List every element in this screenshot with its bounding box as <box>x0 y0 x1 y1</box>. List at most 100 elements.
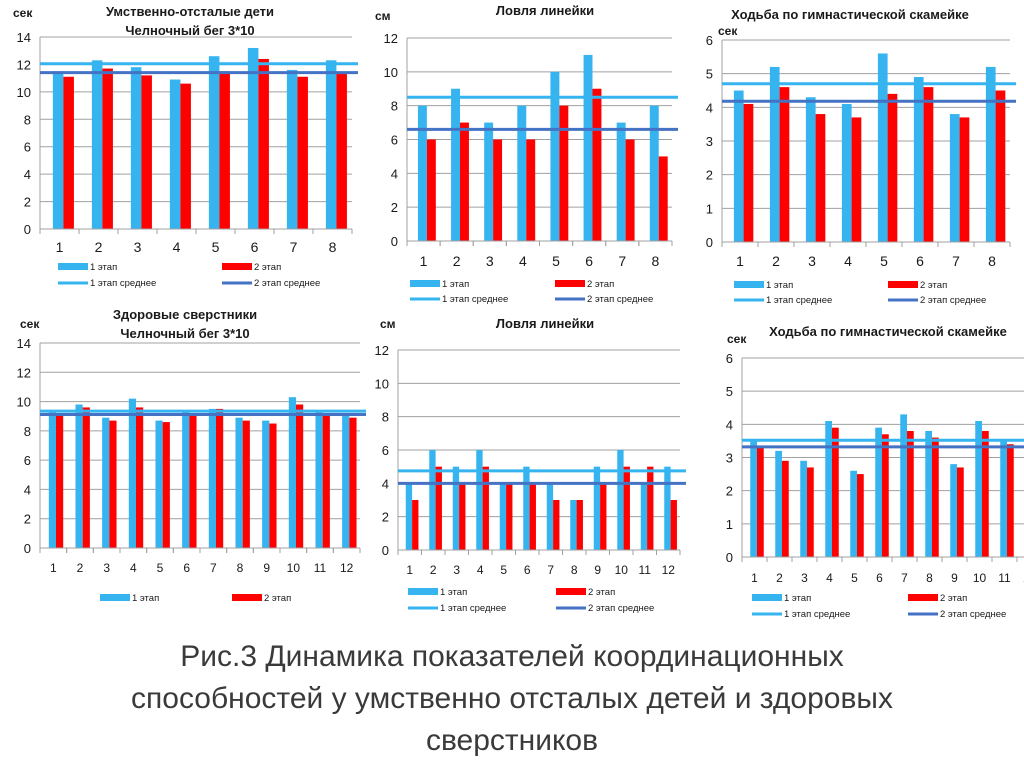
legend-mean-stage1-swatch <box>408 606 438 610</box>
y-tick-label: 6 <box>24 453 31 468</box>
bar-stage2-1 <box>63 76 74 230</box>
x-tick-label: 12 <box>340 561 354 575</box>
y-axis-unit: сек <box>13 6 33 20</box>
bar-stage1-11 <box>640 483 648 550</box>
bar-stage1-8 <box>235 417 243 548</box>
y-tick-label: 2 <box>24 512 31 527</box>
x-tick-label: 2 <box>77 561 84 575</box>
bar-stage2-12 <box>349 417 357 548</box>
bar-stage1-2 <box>75 404 83 548</box>
legend-stage1-swatch <box>734 281 764 288</box>
bar-stage1-3 <box>102 417 110 548</box>
y-tick-label: 4 <box>24 167 31 182</box>
bar-stage2-8 <box>995 90 1006 242</box>
bar-stage1-9 <box>950 464 957 557</box>
legend-stage2-label: 2 этап <box>264 593 291 604</box>
bar-stage2-9 <box>600 483 607 550</box>
x-tick-label: 4 <box>477 563 484 577</box>
y-tick-label: 0 <box>706 235 713 250</box>
y-tick-label: 3 <box>726 451 733 466</box>
x-tick-label: 4 <box>519 253 527 269</box>
bar-stage1-6 <box>583 54 593 241</box>
caption-line-1: Рис.3 Динамика показателей координационн… <box>180 640 844 673</box>
y-tick-label: 0 <box>24 222 31 237</box>
y-tick-label: 14 <box>17 336 31 351</box>
bar-stage2-3 <box>807 467 814 557</box>
bar-stage2-7 <box>907 430 914 557</box>
bar-stage2-1 <box>757 447 764 557</box>
bar-stage1-3 <box>452 466 460 550</box>
bar-stage2-3 <box>493 139 503 241</box>
x-tick-label: 9 <box>263 561 270 575</box>
bar-stage2-2 <box>82 407 90 548</box>
legend-mean-stage1-label: 1 этап среднее <box>90 278 156 289</box>
bar-stage1-7 <box>616 122 626 241</box>
bar-stage1-1 <box>417 105 427 242</box>
x-tick-label: 5 <box>851 571 858 585</box>
x-tick-label: 9 <box>594 563 601 577</box>
bar-stage1-8 <box>985 66 996 242</box>
legend-mean-stage2-swatch <box>908 612 938 616</box>
y-tick-label: 10 <box>17 85 31 100</box>
bar-stage1-5 <box>208 56 220 230</box>
x-tick-label: 6 <box>585 253 593 269</box>
bar-stage2-5 <box>857 474 864 557</box>
x-tick-label: 5 <box>500 563 507 577</box>
bar-stage1-5 <box>850 470 857 557</box>
y-axis-unit: сек <box>718 24 738 38</box>
y-tick-label: 6 <box>24 140 31 155</box>
y-tick-label: 2 <box>706 168 713 183</box>
chart-title: Умственно-отсталые дети <box>106 4 274 19</box>
bar-stage1-7 <box>286 69 298 230</box>
legend-stage2-label: 2 этап <box>940 593 967 604</box>
x-tick-label: 5 <box>880 253 888 269</box>
bar-stage1-11 <box>315 411 323 548</box>
y-tick-label: 6 <box>382 443 389 458</box>
x-tick-label: 3 <box>801 571 808 585</box>
bar-stage1-12 <box>342 414 350 548</box>
bar-stage1-4 <box>169 79 181 229</box>
legend-mean-stage2-swatch <box>222 281 252 285</box>
legend-stage2-swatch <box>908 594 938 601</box>
bar-stage1-10 <box>975 421 982 557</box>
y-tick-label: 4 <box>706 100 713 115</box>
x-tick-label: 6 <box>524 563 531 577</box>
x-tick-label: 2 <box>430 563 437 577</box>
bar-stage1-8 <box>925 430 932 557</box>
x-tick-label: 10 <box>287 561 301 575</box>
bar-stage2-4 <box>832 427 839 557</box>
x-tick-label: 12 <box>662 563 676 577</box>
x-tick-label: 1 <box>751 571 758 585</box>
bar-stage2-2 <box>435 466 442 550</box>
bar-stage2-7 <box>553 500 560 550</box>
bar-stage2-4 <box>526 139 536 241</box>
bar-stage1-6 <box>875 427 882 557</box>
bar-stage1-5 <box>155 420 163 548</box>
bar-stage2-7 <box>959 117 970 242</box>
y-tick-label: 12 <box>375 343 389 358</box>
y-axis-unit: см <box>375 9 391 23</box>
legend-mean-stage1-label: 1 этап среднее <box>440 603 506 614</box>
x-tick-label: 7 <box>901 571 908 585</box>
x-tick-label: 3 <box>134 239 142 255</box>
legend-mean-stage1-swatch <box>752 612 782 616</box>
bar-stage1-7 <box>546 483 554 550</box>
y-tick-label: 2 <box>391 200 398 215</box>
x-tick-label: 6 <box>876 571 883 585</box>
bar-stage2-5 <box>162 422 170 548</box>
x-tick-label: 11 <box>639 563 652 577</box>
legend-stage2-swatch <box>555 280 585 287</box>
legend-stage1-label: 1 этап <box>442 279 469 290</box>
y-tick-label: 5 <box>726 384 733 399</box>
bar-stage1-8 <box>325 60 337 229</box>
x-tick-label: 2 <box>776 571 783 585</box>
y-tick-label: 12 <box>17 365 31 380</box>
x-tick-label: 8 <box>652 253 660 269</box>
x-tick-label: 5 <box>212 239 220 255</box>
bar-stage1-4 <box>825 421 832 557</box>
bar-stage2-11 <box>322 414 330 548</box>
caption-line-3: сверстников <box>425 724 599 757</box>
bar-stage1-7 <box>900 414 907 557</box>
y-tick-label: 4 <box>382 476 389 491</box>
